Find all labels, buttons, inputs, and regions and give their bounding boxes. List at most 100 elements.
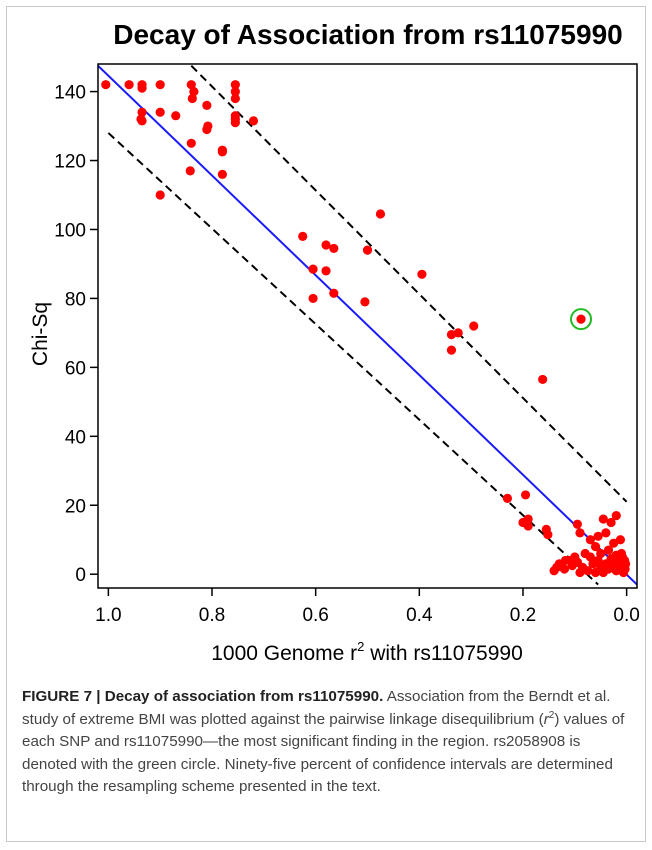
highlight-ring: [570, 308, 593, 331]
plot-area: 0 20 40 60 80 100 120 140 1.0 0.8 0.6 0.4 0.2 0.0: [54, 63, 640, 626]
caption-lead: FIGURE 7 | Decay of association from rs1…: [22, 688, 384, 705]
data-point: [185, 166, 195, 176]
y-axis-label: Chi-Sq: [29, 302, 52, 366]
data-point: [155, 190, 165, 200]
data-point: [606, 517, 616, 528]
data-point: [137, 107, 147, 117]
reference-lines: [98, 65, 637, 586]
data-point: [202, 124, 212, 135]
caption-sup: 2: [548, 709, 555, 721]
x-axis-label-suffix: with rs11075990: [364, 642, 522, 665]
data-point: [298, 231, 308, 241]
data-point: [186, 80, 196, 90]
data-point: [590, 542, 601, 552]
data-point: [620, 559, 631, 569]
data-point: [585, 535, 595, 545]
x-tick-label: 0.4: [406, 605, 433, 626]
data-point: [611, 511, 621, 521]
figure-frame: [6, 6, 646, 842]
data-point: [538, 374, 548, 385]
data-point: [572, 519, 582, 529]
data-point: [375, 209, 386, 219]
data-point: [585, 552, 595, 562]
data-point: [171, 111, 181, 121]
data-point: [560, 555, 571, 566]
plot-border: [97, 63, 638, 589]
data-point: [124, 80, 134, 90]
data-point: [596, 548, 606, 559]
x-tick-label: 0.6: [302, 605, 328, 626]
data-point: [136, 114, 146, 124]
data-point: [217, 169, 227, 179]
data-point: [603, 545, 614, 555]
data-point: [186, 138, 196, 148]
data-point: [617, 552, 628, 562]
caption-body-2: ) values of each SNP and rs11075990—the …: [22, 710, 625, 796]
data-point: [469, 321, 479, 331]
data-point: [446, 345, 457, 355]
chart-title: Decay of Association from rs11075990: [113, 19, 622, 50]
data-point: [202, 100, 212, 110]
y-tick-label: 40: [65, 427, 86, 448]
data-point: [137, 83, 147, 93]
caption-r: r: [543, 710, 549, 728]
data-point: [308, 293, 318, 304]
data-point: [155, 107, 165, 117]
y-tick-label: 0: [75, 565, 86, 586]
data-point: [559, 564, 570, 574]
data-point: [523, 514, 533, 524]
data-point: [575, 528, 585, 538]
x-axis-label-superscript: 2: [357, 639, 364, 654]
data-point: [590, 567, 601, 578]
y-tick-label: 120: [54, 152, 86, 173]
data-point: [502, 493, 513, 503]
data-point: [155, 80, 165, 90]
data-point: [601, 528, 611, 538]
data-point: [417, 269, 427, 279]
data-point: [217, 147, 227, 157]
upper-confidence-line: [190, 65, 628, 503]
data-point: [230, 93, 240, 104]
data-point: [308, 264, 318, 274]
x-tick-label: 1.0: [95, 605, 121, 626]
data-point: [329, 288, 339, 298]
caption-body-1: Association from the Berndt et al. study…: [22, 688, 611, 728]
data-point: [543, 529, 553, 540]
x-tick-label: 0.0: [613, 605, 639, 626]
data-point: [520, 490, 531, 500]
lower-confidence-line: [107, 132, 599, 586]
x-axis-label: 1000 Genome r2 with rs11075990: [211, 639, 523, 665]
figure-caption: FIGURE 7 | Decay of association from rs1…: [22, 686, 634, 799]
chart: Decay of Association from rs11075990 020…: [29, 19, 640, 665]
data-point: [598, 514, 608, 524]
data-point: [248, 116, 259, 126]
data-point: [575, 567, 585, 578]
y-tick-label: 60: [65, 358, 86, 379]
data-point: [615, 535, 626, 545]
data-point: [187, 93, 197, 104]
data-point: [593, 555, 603, 566]
data-point: [360, 297, 370, 307]
y-tick-label: 20: [65, 496, 86, 517]
data-point: [576, 314, 586, 324]
data-point: [230, 114, 240, 124]
data-point: [453, 328, 463, 338]
data-point: [593, 531, 603, 541]
data-point: [230, 86, 240, 97]
data-point: [101, 80, 111, 90]
data-point: [321, 266, 331, 276]
data-point: [362, 245, 373, 255]
x-tick-label: 0.8: [199, 605, 225, 626]
data-point: [189, 86, 199, 97]
data-point: [523, 521, 533, 531]
regression-line: [98, 65, 637, 586]
x-tick-label: 0.2: [510, 605, 536, 626]
y-tick-label: 140: [54, 83, 86, 104]
x-axis-label-main: 1000 Genome r: [211, 642, 357, 665]
y-tick-label: 80: [65, 289, 86, 310]
data-point: [321, 240, 331, 250]
y-tick-label: 100: [54, 220, 86, 241]
data-point: [230, 80, 240, 90]
data-point: [583, 566, 593, 576]
data-point: [329, 243, 339, 254]
